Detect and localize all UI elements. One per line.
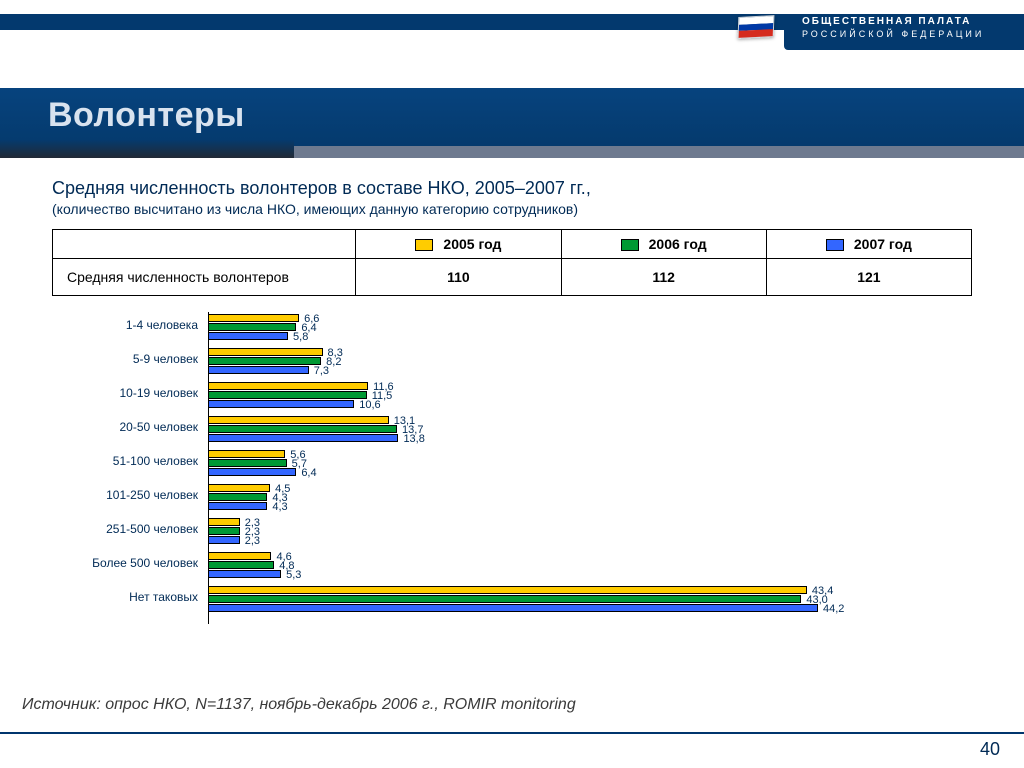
bar: 10,6 [208, 400, 354, 408]
bar: 2,3 [208, 527, 240, 535]
summary-table: 2005 год 2006 год 2007 год Средняя числе… [52, 229, 972, 296]
bar: 44,2 [208, 604, 818, 612]
bar: 5,7 [208, 459, 287, 467]
legend-2005: 2005 год [356, 230, 561, 259]
bar: 43,4 [208, 586, 807, 594]
org-chamber-badge: ОБЩЕСТВЕННАЯ ПАЛАТА РОССИЙСКОЙ ФЕДЕРАЦИИ [784, 14, 1024, 50]
bar-value-label: 5,8 [293, 331, 308, 343]
org-name-line1: ОБЩЕСТВЕННАЯ ПАЛАТА [802, 16, 1012, 27]
page-number: 40 [980, 739, 1000, 760]
category-label: 1-4 человека [58, 318, 198, 332]
bar-group: 43,443,044,2 [208, 586, 898, 612]
bar-group: 4,54,34,3 [208, 484, 898, 510]
bar-group: 4,64,85,3 [208, 552, 898, 578]
table-cell: 121 [766, 259, 971, 296]
bar: 5,3 [208, 570, 281, 578]
category-label: 101-250 человек [58, 488, 198, 502]
bar: 2,3 [208, 536, 240, 544]
subtitle-note: (количество высчитано из числа НКО, имею… [52, 201, 972, 217]
category-label: 5-9 человек [58, 352, 198, 366]
source-footnote: Источник: опрос НКО, N=1137, ноябрь-дека… [22, 696, 576, 714]
category-label: 51-100 человек [58, 454, 198, 468]
category-label: 20-50 человек [58, 420, 198, 434]
bar: 11,6 [208, 382, 368, 390]
bar-group: 2,32,32,3 [208, 518, 898, 544]
bar-value-label: 6,4 [301, 467, 316, 479]
bar: 4,3 [208, 493, 267, 501]
bar: 13,1 [208, 416, 389, 424]
russia-flag-icon [738, 16, 792, 54]
bar: 8,2 [208, 357, 321, 365]
category-label: Более 500 человек [58, 556, 198, 570]
bar: 7,3 [208, 366, 309, 374]
bar: 4,6 [208, 552, 271, 560]
table-cell: 112 [561, 259, 766, 296]
volunteer-distribution-chart: 1-4 человека6,66,45,85-9 человек8,38,27,… [158, 312, 898, 624]
subtitle: Средняя численность волонтеров в составе… [52, 178, 972, 199]
content-area: Средняя численность волонтеров в составе… [52, 178, 972, 624]
bar-group: 13,113,713,8 [208, 416, 898, 442]
bar: 2,3 [208, 518, 240, 526]
bar: 5,8 [208, 332, 288, 340]
org-name-line2: РОССИЙСКОЙ ФЕДЕРАЦИИ [802, 29, 1012, 39]
bar: 8,3 [208, 348, 323, 356]
bar: 4,5 [208, 484, 270, 492]
bar: 4,3 [208, 502, 267, 510]
bar-value-label: 10,6 [359, 399, 380, 411]
bar: 13,7 [208, 425, 397, 433]
bar-value-label: 44,2 [823, 603, 844, 615]
category-label: 251-500 человек [58, 522, 198, 536]
header-band: ОБЩЕСТВЕННАЯ ПАЛАТА РОССИЙСКОЙ ФЕДЕРАЦИИ [0, 0, 1024, 52]
bar-value-label: 2,3 [245, 535, 260, 547]
bar-value-label: 7,3 [314, 365, 329, 377]
bar-value-label: 13,8 [403, 433, 424, 445]
bar: 6,4 [208, 468, 296, 476]
table-row-label: Средняя численность волонтеров [53, 259, 356, 296]
table-cell: 110 [356, 259, 561, 296]
bar: 43,0 [208, 595, 801, 603]
bar-group: 11,611,510,6 [208, 382, 898, 408]
bar-group: 5,65,76,4 [208, 450, 898, 476]
bar: 5,6 [208, 450, 285, 458]
bar-group: 8,38,27,3 [208, 348, 898, 374]
title-strip: Волонтеры [0, 88, 1024, 152]
category-label: Нет таковых [58, 590, 198, 604]
footer-divider [0, 732, 1024, 734]
legend-2007: 2007 год [766, 230, 971, 259]
bar-group: 6,66,45,8 [208, 314, 898, 340]
legend-2006: 2006 год [561, 230, 766, 259]
bar: 13,8 [208, 434, 398, 442]
category-label: 10-19 человек [58, 386, 198, 400]
bar: 6,4 [208, 323, 296, 331]
bar: 4,8 [208, 561, 274, 569]
bar-value-label: 4,3 [272, 501, 287, 513]
bar: 11,5 [208, 391, 367, 399]
page-title: Волонтеры [48, 96, 245, 135]
bar: 6,6 [208, 314, 299, 322]
bar-value-label: 5,3 [286, 569, 301, 581]
